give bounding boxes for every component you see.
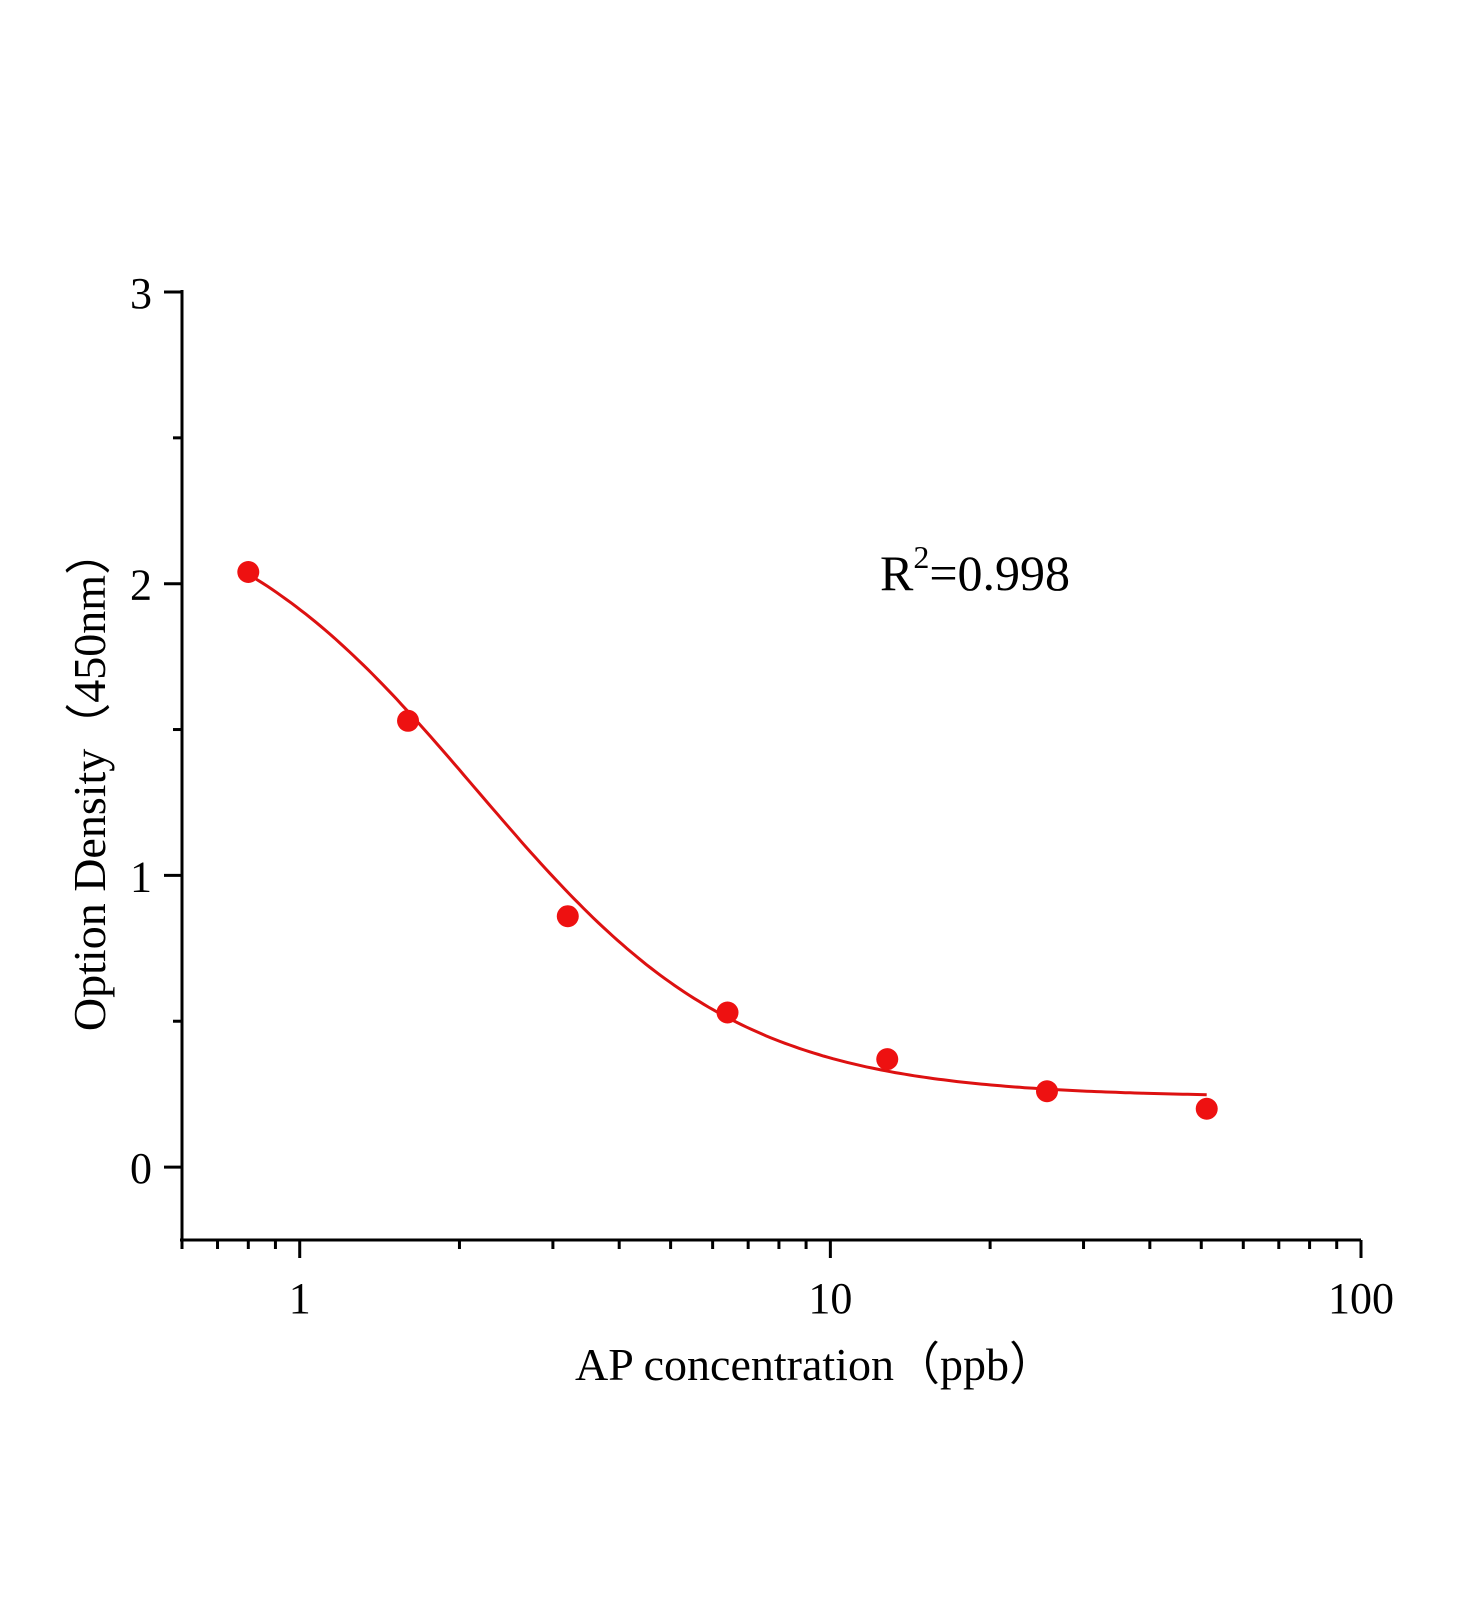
data-point — [876, 1048, 899, 1071]
data-point — [1035, 1080, 1058, 1103]
y-tick-label: 1 — [130, 852, 152, 901]
data-points — [237, 561, 1218, 1120]
x-tick-label: 1 — [289, 1274, 311, 1323]
x-tick-label: 10 — [808, 1274, 852, 1323]
data-point — [556, 905, 579, 928]
y-tick-label: 3 — [130, 269, 152, 318]
y-axis-label: Option Density（450nm） — [64, 529, 115, 1031]
data-point — [397, 709, 420, 732]
y-tick-label: 2 — [130, 561, 152, 610]
y-tick-label: 0 — [130, 1144, 152, 1193]
data-point — [237, 561, 260, 584]
axes: 0 1 2 3 1 10 100 — [130, 269, 1394, 1323]
r-squared-annotation: R2=0.998 — [880, 539, 1070, 601]
x-tick-label: 100 — [1328, 1274, 1394, 1323]
data-point — [716, 1001, 739, 1024]
x-axis-label: AP concentration（ppb） — [575, 1339, 1055, 1390]
data-point — [1195, 1097, 1218, 1120]
